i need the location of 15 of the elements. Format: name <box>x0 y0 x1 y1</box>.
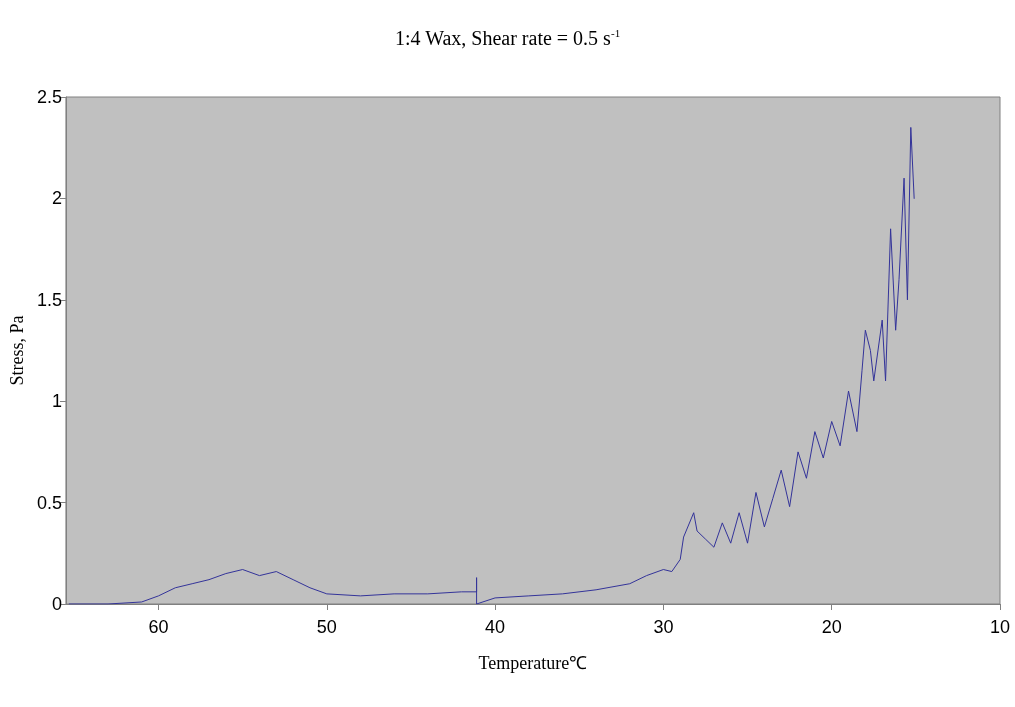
y-tick-label: 0 <box>51 594 62 614</box>
x-tick-label: 60 <box>148 617 169 637</box>
y-tick-label: 2.5 <box>36 87 62 107</box>
x-tick-label: 20 <box>821 617 842 637</box>
x-tick-label: 50 <box>316 617 337 637</box>
x-axis-title: Temperature℃ <box>478 653 588 673</box>
x-tick-label: 30 <box>653 617 674 637</box>
y-tick-label: 0.5 <box>36 492 62 513</box>
x-tick-label: 40 <box>485 617 506 637</box>
line-series <box>68 126 915 605</box>
y-tick-label: 1 <box>51 391 62 412</box>
y-tick-label: 2 <box>51 188 62 209</box>
y-axis-title: Stress, Pa <box>7 315 27 386</box>
x-tick-label: 10 <box>989 617 1011 637</box>
y-tick-label: 1.5 <box>36 289 62 310</box>
